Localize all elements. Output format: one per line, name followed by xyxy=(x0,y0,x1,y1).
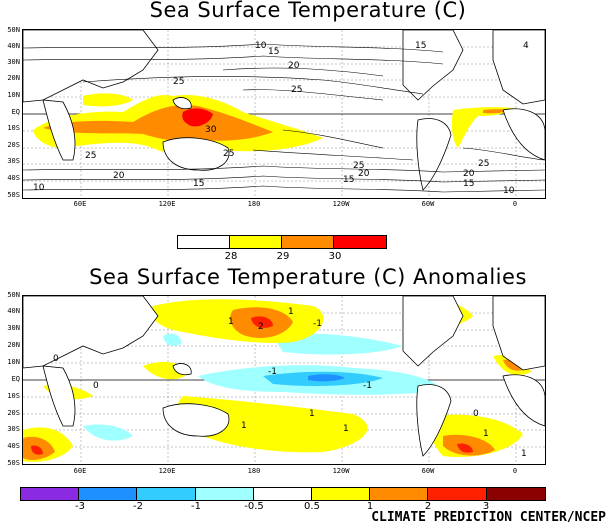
lat-label: 20N xyxy=(7,341,20,349)
colorbar-swatch xyxy=(253,488,313,500)
lat-label: 40S xyxy=(7,174,20,182)
contour-label: 4 xyxy=(523,41,529,51)
lat-label: 10S xyxy=(7,124,20,132)
contour-label: 15 xyxy=(268,47,279,57)
colorbar-swatch xyxy=(334,236,386,248)
colorbar-swatch xyxy=(282,236,334,248)
contour-label: 30 xyxy=(205,125,217,135)
sst-title: Sea Surface Temperature (C) xyxy=(149,0,467,22)
colorbar-tick-label: 2 xyxy=(424,501,432,512)
lat-label: 30S xyxy=(7,425,20,433)
contour-label: -1 xyxy=(313,319,322,329)
contour-label: 25 xyxy=(478,159,489,169)
colorbar-tick-label: -2 xyxy=(133,501,143,512)
contour-label: 10 xyxy=(255,41,267,51)
contour-label: 25 xyxy=(223,149,234,159)
contour-label: 0 xyxy=(93,381,99,391)
lon-label: 120W xyxy=(332,467,350,475)
lat-label: 40N xyxy=(7,307,20,315)
lat-label: 50S xyxy=(7,191,20,199)
colorbar-swatch xyxy=(370,488,429,500)
lat-label: 40N xyxy=(7,42,20,50)
anomaly-colorbar xyxy=(20,487,546,501)
lat-label: 30N xyxy=(7,324,20,332)
contour-label: 0 xyxy=(473,409,479,419)
lon-label: 0 xyxy=(512,200,518,208)
lat-label: 10N xyxy=(7,91,20,99)
lon-label: 120W xyxy=(332,200,350,208)
contour-label: 25 xyxy=(291,85,302,95)
contour-label: -1 xyxy=(363,381,372,391)
lon-label: 60E xyxy=(73,200,87,208)
sst-map: 10 15 20 25 25 30 25 25 20 15 10 15 20 2… xyxy=(22,29,546,199)
colorbar-swatch xyxy=(178,236,230,248)
anomaly-map: 1 2 1 -1 0 0 -1 -1 1 1 1 0 1 1 xyxy=(22,295,546,465)
lon-label: 120E xyxy=(158,200,176,208)
credit-text: CLIMATE PREDICTION CENTER/NCEP xyxy=(371,510,606,525)
lon-label: 120E xyxy=(158,467,176,475)
colorbar-swatch xyxy=(79,488,138,500)
lon-label: 60E xyxy=(73,467,87,475)
colorbar-swatch xyxy=(230,236,282,248)
lon-label: 180 xyxy=(247,467,261,475)
contour-label: 25 xyxy=(173,77,184,87)
contour-label: -1 xyxy=(268,367,277,377)
lon-label: 180 xyxy=(247,200,261,208)
contour-label: 1 xyxy=(241,421,247,431)
contour-label: 15 xyxy=(415,41,426,51)
contour-label: 10 xyxy=(503,186,515,196)
lat-label: 10N xyxy=(7,358,20,366)
contour-label: 20 xyxy=(288,61,300,71)
lon-label: 0 xyxy=(512,467,518,475)
colorbar-tick-label: 30 xyxy=(328,251,342,262)
contour-label: 1 xyxy=(483,429,489,439)
contour-label: 20 xyxy=(358,169,370,179)
lat-label: 10S xyxy=(7,392,20,400)
lat-label: 40S xyxy=(7,442,20,450)
contour-label: 15 xyxy=(193,179,204,189)
contour-label: 15 xyxy=(343,175,354,185)
lat-label: 20S xyxy=(7,141,20,149)
colorbar-tick-label: 3 xyxy=(482,501,490,512)
sst-colorbar xyxy=(177,235,387,249)
colorbar-tick-label: 1 xyxy=(366,501,374,512)
lat-label: 50S xyxy=(7,459,20,467)
lat-label: 20N xyxy=(7,74,20,82)
contour-label: 1 xyxy=(309,409,315,419)
contour-label: 2 xyxy=(258,322,264,332)
colorbar-swatch xyxy=(486,488,545,500)
contour-label: 1 xyxy=(288,307,294,317)
colorbar-tick-label: 28 xyxy=(224,251,238,262)
contour-label: 1 xyxy=(228,317,234,327)
colorbar-swatch xyxy=(312,488,371,500)
lat-label: 20S xyxy=(7,409,20,417)
colorbar-swatch xyxy=(428,488,487,500)
lon-label: 60W xyxy=(421,200,435,208)
colorbar-swatch xyxy=(137,488,196,500)
lat-label: EQ xyxy=(11,375,20,383)
lat-label: 50N xyxy=(7,26,20,34)
colorbar-tick-label: 0.5 xyxy=(304,501,320,512)
lon-label: 60W xyxy=(421,467,435,475)
colorbar-swatch xyxy=(21,488,80,500)
contour-label: 0 xyxy=(53,354,59,364)
colorbar-tick-label: 29 xyxy=(276,251,290,262)
anomaly-title: Sea Surface Temperature (C) Anomalies xyxy=(89,265,527,289)
colorbar-swatch xyxy=(195,488,254,500)
lat-label: 30N xyxy=(7,58,20,66)
contour-label: 15 xyxy=(463,179,474,189)
contour-label: 1 xyxy=(343,424,349,434)
contour-label: 1 xyxy=(521,449,527,459)
contour-label: 25 xyxy=(85,151,96,161)
contour-label: 20 xyxy=(113,171,125,181)
colorbar-tick-label: -1 xyxy=(191,501,201,512)
colorbar-tick-label: -0.5 xyxy=(244,501,264,512)
colorbar-tick-label: -3 xyxy=(75,501,85,512)
lat-label: EQ xyxy=(11,108,20,116)
lat-label: 30S xyxy=(7,157,20,165)
contour-label: 10 xyxy=(33,183,45,193)
lat-label: 50N xyxy=(7,291,20,299)
contour-label: 25 xyxy=(353,161,364,171)
contour-label: 20 xyxy=(463,169,475,179)
